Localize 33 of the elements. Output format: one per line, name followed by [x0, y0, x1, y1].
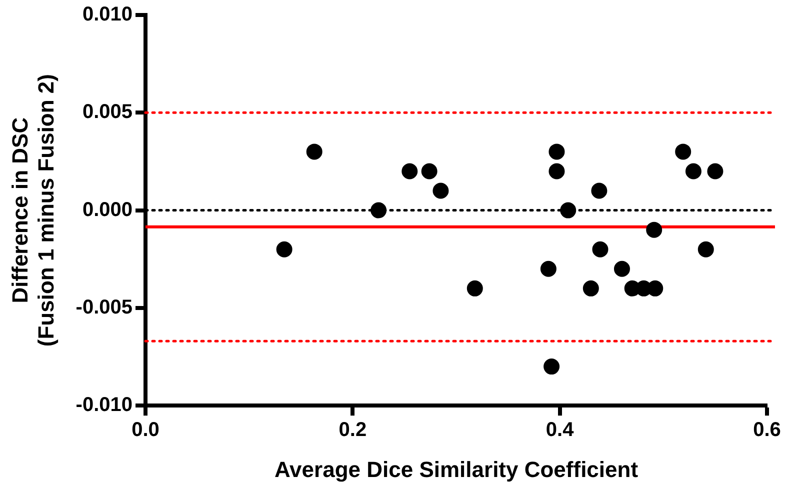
- point: [675, 144, 692, 160]
- y-tick-label: -0.010: [76, 394, 133, 416]
- point: [370, 202, 387, 218]
- y-tick-label: 0.010: [82, 4, 133, 26]
- point: [402, 163, 418, 180]
- point: [592, 241, 608, 258]
- point: [432, 182, 449, 199]
- point: [685, 163, 702, 180]
- point: [698, 241, 714, 258]
- point: [466, 280, 483, 296]
- point: [614, 260, 630, 277]
- x-tick-label: 0.2: [338, 419, 367, 442]
- y-tick-label: 0.005: [82, 101, 133, 124]
- point: [647, 280, 664, 296]
- point: [582, 280, 599, 296]
- point: [306, 144, 322, 160]
- point: [591, 182, 608, 199]
- point: [646, 222, 662, 238]
- point: [560, 202, 576, 218]
- point: [540, 260, 556, 277]
- y-tick-label: 0.000: [82, 198, 133, 221]
- point: [548, 163, 565, 180]
- x-tick-label: 0.6: [753, 419, 781, 442]
- point: [707, 163, 724, 180]
- x-tick-label: 0.4: [546, 419, 575, 442]
- x-tick-label: 0.0: [132, 419, 160, 442]
- y-axis-title: Difference in DSC (Fusion 1 minus Fusion 2): [7, 74, 59, 347]
- point: [544, 358, 560, 375]
- point: [276, 241, 292, 258]
- point: [421, 163, 438, 180]
- x-axis-title: Average Dice Similarity Coefficient: [274, 456, 639, 482]
- y-tick-label: -0.005: [76, 296, 133, 318]
- point: [548, 144, 565, 160]
